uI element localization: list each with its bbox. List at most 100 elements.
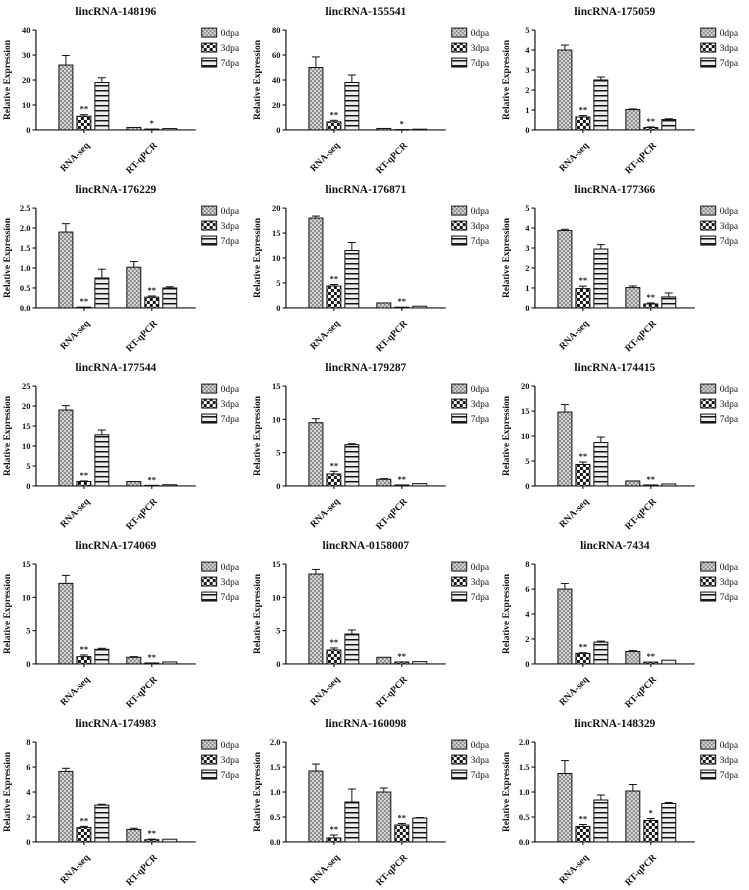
svg-text:Relative Expression: Relative Expression [253, 217, 263, 298]
svg-text:5: 5 [276, 626, 280, 636]
chart-panel-lincRNA-177544: lincRNA-177544 Relative Expression 0 5 10 15 2… [0, 356, 250, 534]
svg-text:RNA-seq: RNA-seq [309, 318, 343, 352]
svg-text:Relative Expression: Relative Expression [253, 573, 263, 654]
svg-text:10: 10 [521, 431, 529, 441]
svg-text:0: 0 [276, 303, 280, 313]
svg-text:20: 20 [272, 203, 280, 213]
svg-text:40: 40 [22, 25, 30, 35]
svg-text:RNA-seq: RNA-seq [309, 852, 343, 886]
svg-text:3: 3 [526, 65, 530, 75]
svg-text:0dpa: 0dpa [720, 385, 739, 395]
svg-text:**: ** [80, 104, 88, 114]
svg-text:3dpa: 3dpa [470, 222, 489, 232]
svg-text:**: ** [579, 105, 587, 115]
svg-text:lincRNA-7434: lincRNA-7434 [580, 540, 650, 552]
svg-text:0: 0 [276, 659, 280, 669]
svg-text:0dpa: 0dpa [720, 741, 739, 751]
svg-text:0: 0 [526, 659, 530, 669]
svg-text:15: 15 [22, 559, 30, 569]
svg-text:**: ** [647, 292, 655, 302]
svg-text:Relative Expression: Relative Expression [502, 751, 512, 832]
svg-text:0: 0 [26, 659, 30, 669]
svg-text:0.5: 0.5 [519, 812, 530, 822]
svg-text:**: ** [329, 460, 337, 470]
chart-panel-lincRNA-7434: lincRNA-7434 Relative Expression 0 2 4 6 8 RNA-… [499, 534, 749, 712]
svg-text:Relative Expression: Relative Expression [3, 39, 13, 120]
chart-panel-lincRNA-148329: lincRNA-148329 Relative Expression 0.0 0.5 1… [499, 712, 749, 890]
bar-chart-lincRNA-174983: lincRNA-174983 Relative Expression 0 2 4 6 8 RN… [3, 718, 240, 888]
svg-text:RNA-seq: RNA-seq [558, 852, 592, 886]
svg-text:1.0: 1.0 [20, 263, 31, 273]
svg-text:1.5: 1.5 [270, 762, 281, 772]
svg-text:**: ** [579, 813, 587, 823]
svg-text:lincRNA-160098: lincRNA-160098 [325, 718, 406, 730]
chart-panel-lincRNA-175059: lincRNA-175059 Relative Expression 0 1 2 3 4 5 R… [499, 0, 749, 178]
svg-text:**: ** [148, 652, 156, 662]
svg-text:10: 10 [22, 441, 30, 451]
svg-text:**: ** [80, 815, 88, 825]
svg-text:**: ** [647, 651, 655, 661]
svg-text:**: ** [579, 275, 587, 285]
bar-chart-lincRNA-160098: lincRNA-160098 Relative Expression 0.0 0.5 1… [253, 718, 490, 888]
svg-text:7dpa: 7dpa [221, 593, 240, 603]
svg-text:3dpa: 3dpa [720, 400, 739, 410]
chart-panel-lincRNA-174983: lincRNA-174983 Relative Expression 0 2 4 6 8 RN… [0, 712, 250, 890]
bar-chart-lincRNA-174069: lincRNA-174069 Relative Expression 0 5 10 15 R… [3, 540, 240, 710]
svg-text:1: 1 [526, 283, 530, 293]
chart-panel-lincRNA-155541: lincRNA-155541 Relative Expression 0 20 40 60… [250, 0, 500, 178]
svg-text:**: ** [397, 812, 405, 822]
svg-text:Relative Expression: Relative Expression [253, 395, 263, 476]
svg-text:80: 80 [272, 25, 280, 35]
svg-text:RT-qPCR: RT-qPCR [624, 853, 659, 888]
svg-text:1.5: 1.5 [20, 243, 31, 253]
svg-text:0dpa: 0dpa [470, 207, 489, 217]
svg-text:15: 15 [272, 228, 280, 238]
svg-text:0dpa: 0dpa [221, 207, 240, 217]
svg-text:15: 15 [272, 559, 280, 569]
svg-text:RNA-seq: RNA-seq [59, 318, 93, 352]
svg-text:0dpa: 0dpa [470, 29, 489, 39]
svg-text:20: 20 [521, 381, 529, 391]
svg-text:RT-qPCR: RT-qPCR [374, 853, 409, 888]
svg-text:RNA-seq: RNA-seq [309, 140, 343, 174]
svg-text:lincRNA-148196: lincRNA-148196 [75, 6, 156, 18]
svg-text:lincRNA-174415: lincRNA-174415 [575, 362, 656, 374]
svg-text:1.5: 1.5 [519, 762, 530, 772]
svg-text:**: ** [80, 644, 88, 654]
bar-chart-lincRNA-155541: lincRNA-155541 Relative Expression 0 20 40 60… [253, 6, 490, 176]
svg-text:*: * [399, 119, 403, 129]
svg-text:3: 3 [526, 243, 530, 253]
chart-panel-lincRNA-148196: lincRNA-148196 Relative Expression 0 10 20 30… [0, 0, 250, 178]
svg-text:7dpa: 7dpa [470, 771, 489, 781]
svg-text:1.0: 1.0 [270, 787, 281, 797]
svg-text:0dpa: 0dpa [470, 385, 489, 395]
svg-text:7dpa: 7dpa [720, 771, 739, 781]
svg-text:7dpa: 7dpa [221, 59, 240, 69]
svg-text:Relative Expression: Relative Expression [3, 217, 13, 298]
bar-chart-lincRNA-176871: lincRNA-176871 Relative Expression 0 5 10 15 2… [253, 184, 490, 354]
svg-text:5: 5 [526, 203, 530, 213]
svg-text:10: 10 [272, 414, 280, 424]
bar-chart-lincRNA-177366: lincRNA-177366 Relative Expression 0 1 2 3 4 5 R… [502, 184, 739, 354]
svg-text:0.5: 0.5 [270, 812, 281, 822]
svg-text:RT-qPCR: RT-qPCR [374, 675, 409, 710]
svg-text:3dpa: 3dpa [720, 578, 739, 588]
svg-text:**: ** [148, 285, 156, 295]
svg-text:0dpa: 0dpa [221, 741, 240, 751]
svg-text:7dpa: 7dpa [221, 771, 240, 781]
svg-text:7dpa: 7dpa [470, 415, 489, 425]
bar-chart-lincRNA-175059: lincRNA-175059 Relative Expression 0 1 2 3 4 5 R… [502, 6, 739, 176]
svg-text:3dpa: 3dpa [720, 756, 739, 766]
svg-text:15: 15 [22, 421, 30, 431]
chart-panel-lincRNA-176229: lincRNA-176229 Relative Expression 0.0 0.5 1… [0, 178, 250, 356]
svg-text:RT-qPCR: RT-qPCR [125, 319, 160, 354]
svg-text:7dpa: 7dpa [470, 59, 489, 69]
bar-chart-lincRNA-7434: lincRNA-7434 Relative Expression 0 2 4 6 8 RNA-… [502, 540, 739, 710]
svg-text:0: 0 [276, 481, 280, 491]
svg-text:lincRNA-148329: lincRNA-148329 [575, 718, 656, 730]
svg-text:RNA-seq: RNA-seq [59, 140, 93, 174]
svg-text:8: 8 [526, 559, 530, 569]
bar-chart-lincRNA-177544: lincRNA-177544 Relative Expression 0 5 10 15 2… [3, 362, 240, 532]
svg-text:0: 0 [526, 481, 530, 491]
